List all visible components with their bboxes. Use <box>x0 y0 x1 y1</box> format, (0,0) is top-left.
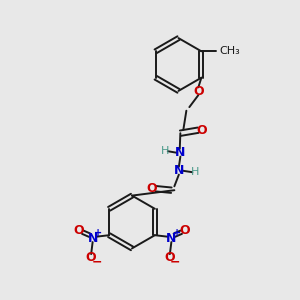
Text: +: + <box>173 228 181 238</box>
Text: −: − <box>91 256 102 269</box>
Text: −: − <box>170 256 181 269</box>
Text: H: H <box>191 167 200 177</box>
Text: O: O <box>197 124 207 137</box>
Text: O: O <box>86 251 96 264</box>
Text: O: O <box>74 224 84 237</box>
Text: N: N <box>166 232 177 245</box>
Text: N: N <box>87 232 98 245</box>
Text: H: H <box>160 146 169 156</box>
Text: O: O <box>165 251 175 264</box>
Text: O: O <box>193 85 204 98</box>
Text: O: O <box>180 224 190 237</box>
Text: CH₃: CH₃ <box>219 46 240 56</box>
Text: N: N <box>174 164 184 177</box>
Text: N: N <box>175 146 186 159</box>
Text: +: + <box>94 228 102 238</box>
Text: O: O <box>147 182 157 195</box>
